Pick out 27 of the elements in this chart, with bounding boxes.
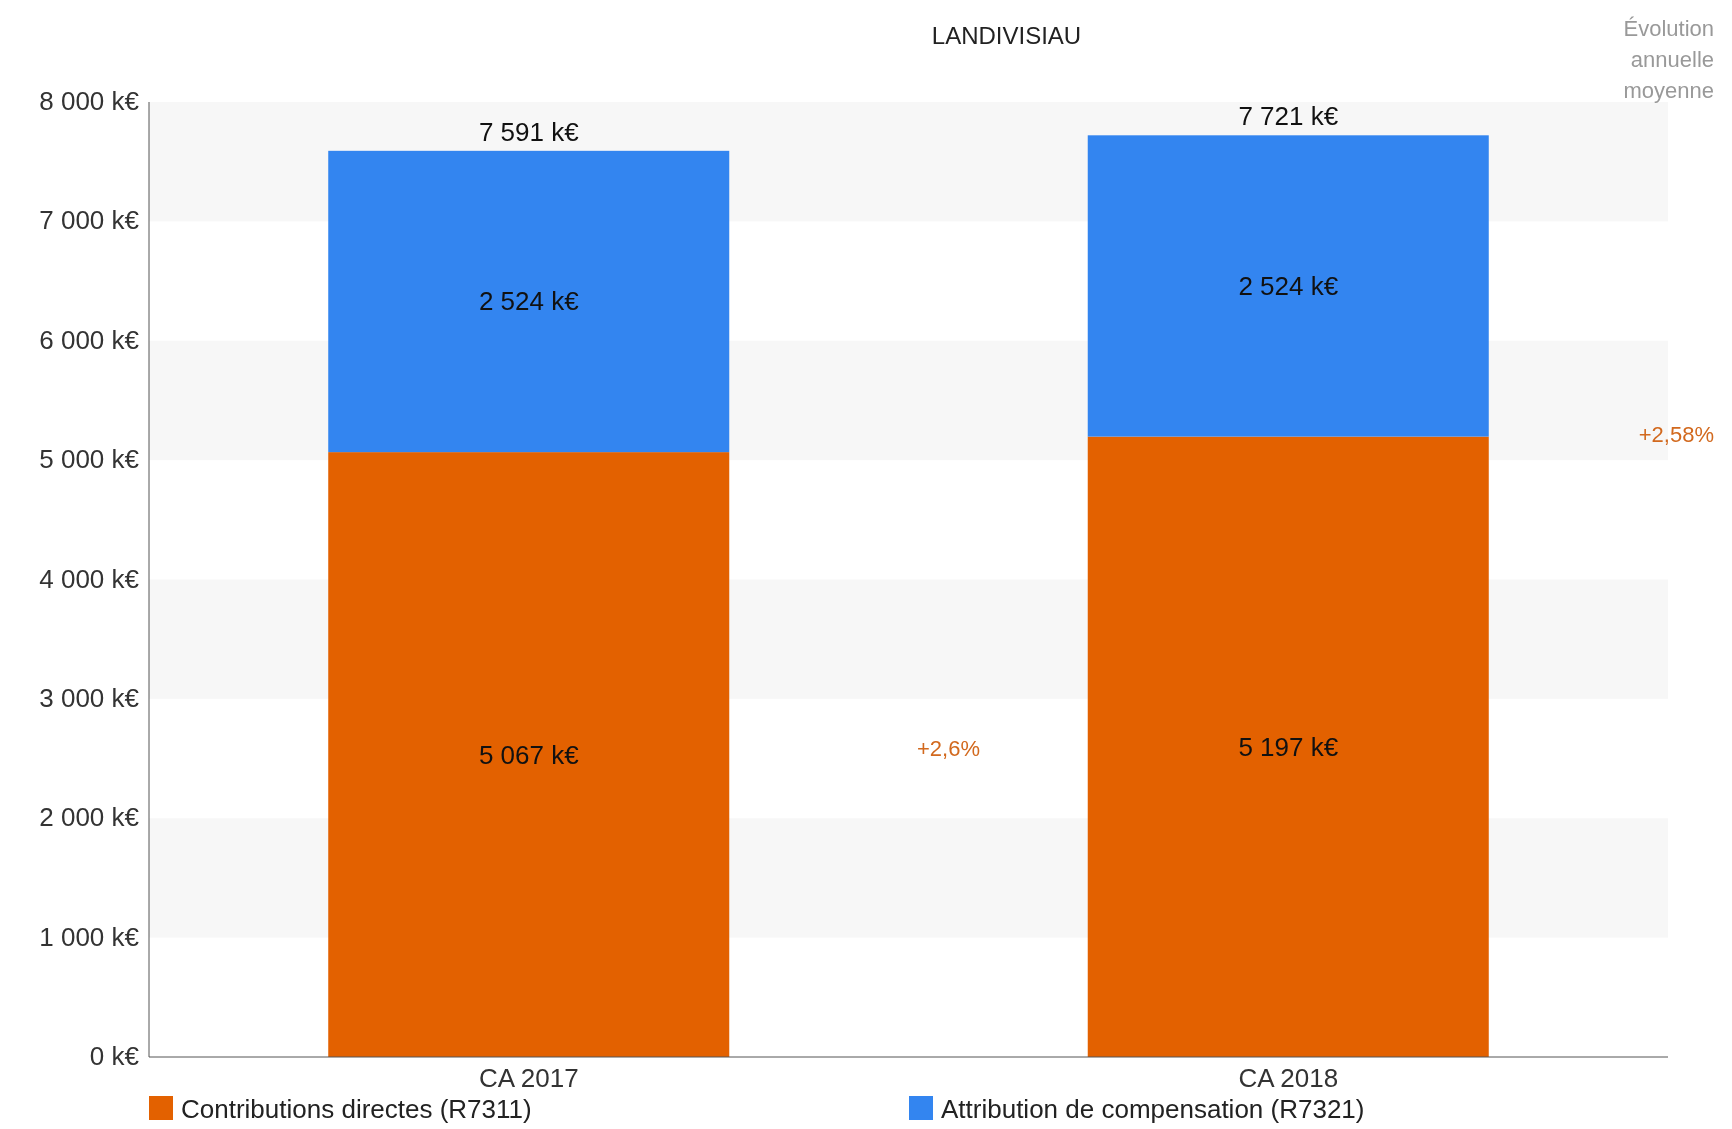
y-tick-label: 0 k€ [89,1041,140,1071]
bar [1087,436,1489,1057]
x-tick-label: CA 2018 [1238,1063,1339,1093]
bar [328,452,730,1057]
y-tick-label: 5 000 k€ [39,444,140,475]
annotation: +2,58% [1638,422,1714,447]
annotation: Évolution annuelle moyenne [1623,16,1714,103]
y-tick-label: 3 000 k€ [39,682,140,713]
y-tick-label: 4 000 k€ [39,563,140,594]
x-tick-label: CA 2017 [478,1063,579,1093]
data-label: 2 524 k€ [478,286,580,317]
y-tick-label: 7 000 k€ [39,205,140,236]
legend-label: Attribution de compensation (R7321) [941,1094,1365,1124]
annotation: +2,6% [917,736,980,761]
y-tick-label: 2 000 k€ [39,802,140,833]
bar [328,150,730,453]
data-label: 2 524 k€ [1238,270,1339,301]
chart-title: LANDIVISIAU [931,22,1082,49]
total-label: 7 591 k€ [478,116,580,147]
data-label: 5 067 k€ [478,739,580,770]
legend-label: Contributions directes (R7311) [181,1094,532,1124]
data-label: 5 197 k€ [1238,731,1339,762]
y-tick-label: 8 000 k€ [39,86,140,116]
y-tick-label: 1 000 k€ [39,921,140,952]
total-label: 7 721 k€ [1238,101,1339,132]
y-tick-label: 6 000 k€ [39,324,140,355]
bar [1087,135,1489,437]
